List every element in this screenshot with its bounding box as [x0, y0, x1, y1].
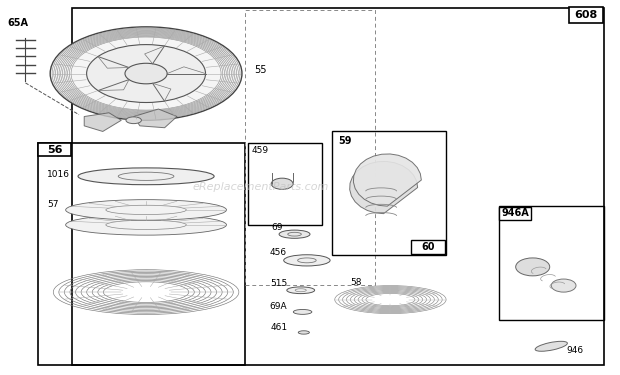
- Bar: [72, 8, 604, 365]
- Polygon shape: [134, 109, 177, 128]
- Text: 515: 515: [270, 279, 287, 288]
- Ellipse shape: [78, 168, 214, 185]
- Bar: [332, 132, 446, 255]
- Ellipse shape: [298, 331, 309, 334]
- Ellipse shape: [272, 178, 293, 189]
- Ellipse shape: [279, 230, 310, 238]
- Polygon shape: [353, 154, 422, 206]
- FancyBboxPatch shape: [411, 240, 446, 254]
- Bar: [245, 10, 375, 285]
- Ellipse shape: [125, 63, 167, 84]
- Text: 459: 459: [251, 146, 268, 155]
- Text: 461: 461: [271, 324, 288, 333]
- Text: 58: 58: [350, 278, 361, 287]
- Text: 608: 608: [574, 10, 598, 20]
- Ellipse shape: [66, 214, 226, 235]
- Text: 55: 55: [254, 65, 267, 75]
- Ellipse shape: [287, 287, 314, 294]
- Polygon shape: [350, 161, 418, 214]
- Text: 946A: 946A: [502, 208, 529, 218]
- Ellipse shape: [66, 200, 226, 220]
- Ellipse shape: [535, 341, 567, 351]
- Ellipse shape: [293, 309, 312, 314]
- Bar: [38, 142, 245, 365]
- Text: 69: 69: [272, 223, 283, 232]
- Ellipse shape: [551, 279, 576, 292]
- Text: 60: 60: [422, 242, 435, 252]
- Ellipse shape: [126, 117, 141, 124]
- Text: 57: 57: [47, 200, 59, 209]
- Text: eReplacementParts.com: eReplacementParts.com: [192, 183, 329, 192]
- FancyBboxPatch shape: [569, 8, 603, 23]
- Text: 69A: 69A: [270, 302, 288, 311]
- Text: 56: 56: [46, 145, 62, 155]
- Ellipse shape: [50, 27, 242, 120]
- Polygon shape: [84, 113, 122, 132]
- Bar: [248, 142, 322, 225]
- Text: 1016: 1016: [47, 170, 70, 179]
- FancyBboxPatch shape: [38, 143, 71, 156]
- Ellipse shape: [87, 45, 205, 102]
- Text: 65A: 65A: [7, 18, 28, 28]
- Text: 946: 946: [567, 346, 584, 355]
- Bar: [498, 206, 604, 320]
- Ellipse shape: [284, 255, 330, 266]
- Ellipse shape: [516, 258, 550, 276]
- Text: 59: 59: [338, 136, 352, 146]
- FancyBboxPatch shape: [499, 207, 531, 220]
- Text: 456: 456: [270, 248, 287, 256]
